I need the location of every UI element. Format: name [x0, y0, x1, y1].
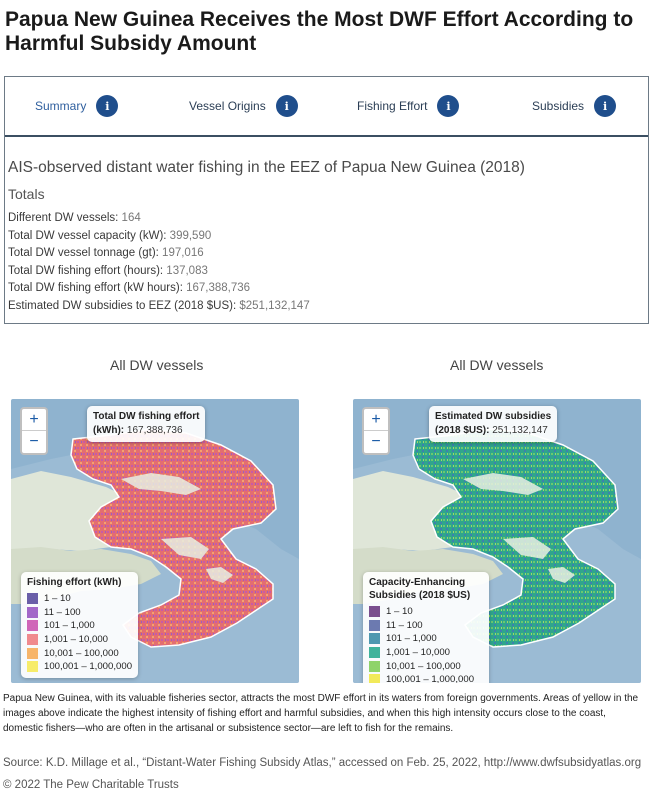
legend-label: 1,001 – 10,000	[44, 634, 109, 646]
legend-item: 100,001 – 1,000,000	[369, 673, 483, 683]
legend-title: Fishing effort (kWh)	[27, 577, 122, 588]
tab-vessel-origins[interactable]: Vessel Origins i	[189, 93, 298, 119]
map-tooltip: Total DW fishing effort (kWh): 167,388,7…	[87, 406, 206, 442]
stat-row: Different DW vessels: 164	[8, 210, 638, 228]
tab-bar: Summary i Vessel Origins i Fishing Effor…	[5, 77, 648, 137]
map-legend: Capacity-Enhancing Subsidies (2018 $US) …	[363, 572, 489, 683]
legend-item: 11 – 100	[27, 606, 132, 620]
zoom-out-button[interactable]: −	[29, 433, 39, 450]
legend-title: Capacity-Enhancing Subsidies (2018 $US)	[369, 577, 471, 601]
legend-item: 1,001 – 10,000	[27, 633, 132, 647]
legend-label: 1 – 10	[386, 606, 413, 618]
tooltip-value: 167,388,736	[126, 425, 183, 436]
legend-label: 100,001 – 1,000,000	[44, 661, 133, 673]
legend-swatch	[27, 606, 38, 618]
stat-label: Different DW vessels:	[8, 212, 122, 224]
stat-value: 137,083	[166, 264, 208, 277]
figure-caption: Papua New Guinea, with its valuable fish…	[3, 693, 639, 735]
zoom-out-button[interactable]: −	[371, 433, 381, 450]
tab-subsidies[interactable]: Subsidies i	[532, 93, 617, 119]
legend-label: 11 – 100	[44, 606, 81, 618]
legend-item: 101 – 1,000	[27, 619, 132, 633]
tab-fishing-effort-label: Fishing Effort	[357, 99, 428, 113]
stat-value: 167,388,736	[186, 282, 251, 295]
tooltip-title: Estimated DW subsidies	[435, 411, 552, 422]
map-heading-subsidy: All DW vessels	[450, 357, 544, 373]
tab-summary-label: Summary	[35, 99, 87, 113]
legend-swatch	[369, 606, 380, 618]
copyright-note: © 2022 The Pew Charitable Trusts	[3, 779, 179, 791]
stat-value: $251,132,147	[239, 299, 310, 312]
legend-item: 10,001 – 100,000	[369, 659, 483, 673]
zoom-control: + −	[362, 407, 390, 455]
stat-row: Estimated DW subsidies to EEZ (2018 $US)…	[8, 298, 638, 316]
legend-swatch	[369, 660, 380, 672]
legend-swatch	[369, 633, 380, 645]
summary-panel: Summary i Vessel Origins i Fishing Effor…	[4, 76, 649, 324]
map-heading-effort: All DW vessels	[110, 357, 204, 373]
stats-heading: AIS-observed distant water fishing in th…	[8, 159, 525, 176]
map-tooltip: Estimated DW subsidies (2018 $US): 251,1…	[429, 406, 558, 442]
stat-row: Total DW vessel capacity (kW): 399,590	[8, 228, 638, 246]
map-fishing-effort[interactable]: + − Total DW fishing effort (kWh): 167,3…	[11, 399, 299, 683]
legend-swatch	[369, 619, 380, 631]
zoom-in-button[interactable]: +	[364, 409, 388, 431]
stat-label: Total DW vessel capacity (kW):	[8, 229, 170, 242]
zoom-in-button[interactable]: +	[22, 409, 46, 431]
tab-vessel-origins-label: Vessel Origins	[189, 99, 266, 113]
stats-subheading: Totals	[8, 186, 45, 202]
tab-summary[interactable]: Summary i	[35, 93, 119, 119]
legend-label: 1,001 – 10,000	[386, 647, 451, 659]
stat-row: Total DW fishing effort (kW hours): 167,…	[8, 280, 638, 298]
info-icon[interactable]: i	[437, 95, 460, 117]
legend-item: 1,001 – 10,000	[369, 646, 483, 660]
legend-item: 10,001 – 100,000	[27, 646, 132, 660]
legend-swatch	[27, 647, 38, 659]
legend-item: 100,001 – 1,000,000	[27, 660, 132, 674]
legend-item: 1 – 10	[369, 605, 483, 619]
source-note: Source: K.D. Millage et al., “Distant-Wa…	[3, 757, 642, 769]
legend-swatch	[27, 593, 38, 605]
stats-section: AIS-observed distant water fishing in th…	[8, 159, 638, 316]
legend-swatch	[369, 647, 380, 659]
map-subsidies[interactable]: + − Estimated DW subsidies (2018 $US): 2…	[353, 399, 641, 683]
info-icon[interactable]: i	[594, 95, 617, 117]
legend-label: 101 – 1,000	[386, 633, 437, 645]
tooltip-title: Total DW fishing effort	[93, 411, 200, 422]
zoom-control: + −	[20, 407, 48, 455]
tooltip-value: 251,132,147	[492, 425, 548, 436]
tooltip-unit: (2018 $US):	[435, 425, 493, 436]
stat-label: Estimated DW subsidies to EEZ (2018 $US)…	[8, 299, 240, 312]
legend-label: 101 – 1,000	[44, 620, 95, 632]
legend-swatch	[369, 674, 380, 683]
stat-label: Total DW fishing effort (kW hours):	[8, 282, 187, 295]
stat-row: Total DW fishing effort (hours): 137,083	[8, 263, 638, 281]
map-legend: Fishing effort (kWh) 1 – 10 11 – 100 101…	[21, 572, 139, 678]
legend-swatch	[27, 634, 38, 646]
stat-row: Total DW vessel tonnage (gt): 197,016	[8, 245, 638, 263]
stat-value: 164	[121, 212, 141, 224]
stat-value: 197,016	[162, 247, 204, 260]
page-title: Papua New Guinea Receives the Most DWF E…	[5, 8, 634, 55]
legend-swatch	[27, 620, 38, 632]
legend-label: 1 – 10	[44, 593, 71, 605]
legend-swatch	[27, 661, 38, 673]
legend-item: 101 – 1,000	[369, 632, 483, 646]
legend-item: 1 – 10	[27, 592, 132, 606]
legend-label: 10,001 – 100,000	[44, 647, 119, 659]
legend-item: 11 – 100	[369, 619, 483, 633]
tab-fishing-effort[interactable]: Fishing Effort i	[357, 93, 460, 119]
stat-value: 399,590	[169, 229, 212, 242]
legend-label: 100,001 – 1,000,000	[386, 674, 475, 683]
legend-label: 11 – 100	[386, 619, 423, 631]
stat-label: Total DW fishing effort (hours):	[8, 264, 167, 277]
tooltip-unit: (kWh):	[93, 425, 127, 436]
stat-label: Total DW vessel tonnage (gt):	[8, 247, 163, 260]
tab-subsidies-label: Subsidies	[532, 99, 585, 113]
info-icon[interactable]: i	[275, 95, 298, 117]
info-icon[interactable]: i	[96, 95, 119, 117]
legend-label: 10,001 – 100,000	[386, 660, 461, 672]
